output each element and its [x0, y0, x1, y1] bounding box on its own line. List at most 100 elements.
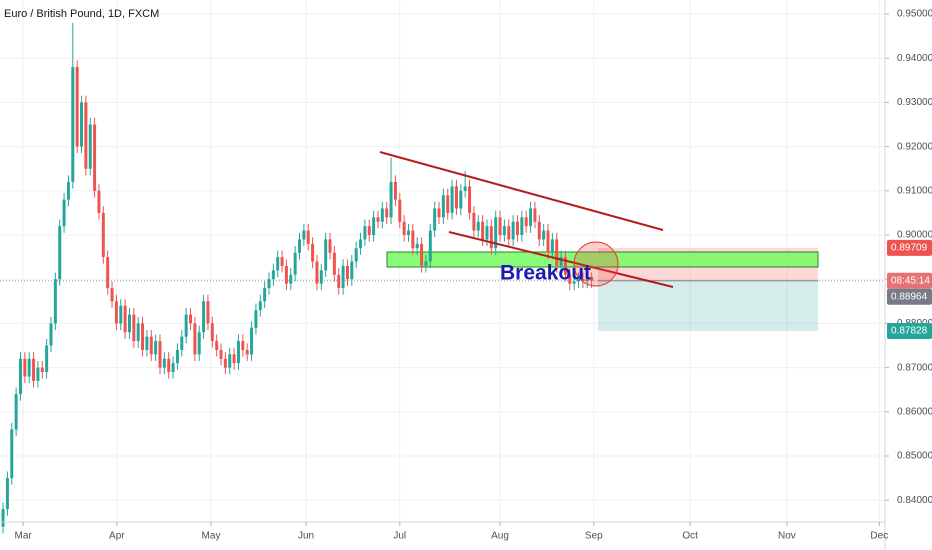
- candle-body: [293, 252, 297, 275]
- candle-body: [158, 341, 162, 368]
- candle-body: [398, 199, 402, 222]
- candle-body: [459, 190, 463, 209]
- candle-body: [18, 358, 22, 395]
- candle-body: [367, 226, 371, 236]
- candle-body: [154, 341, 158, 355]
- y-tick-label: 0.94000: [897, 53, 932, 64]
- candle-body: [494, 217, 498, 249]
- candle-body: [267, 279, 271, 289]
- candle-body: [332, 252, 336, 275]
- candle-body: [363, 226, 367, 240]
- candle-body: [14, 394, 18, 430]
- candle-body: [5, 478, 9, 510]
- candle-body: [424, 261, 428, 266]
- x-tick-label: Jun: [298, 531, 314, 542]
- candle-body: [80, 102, 84, 147]
- y-tick-label: 0.92000: [897, 141, 932, 152]
- candle-body: [515, 221, 519, 236]
- candle-body: [127, 314, 131, 333]
- candle-body: [236, 341, 240, 364]
- candle-body: [498, 217, 502, 236]
- candle-body: [149, 336, 153, 355]
- y-tick-label: 0.85000: [897, 451, 932, 462]
- candle-body: [263, 288, 267, 302]
- y-tick-label: 0.84000: [897, 495, 932, 506]
- candle-body: [441, 195, 445, 218]
- candle-body: [529, 208, 533, 227]
- candle-body: [555, 239, 559, 266]
- candle-body: [53, 279, 57, 324]
- candle-body: [97, 190, 101, 213]
- candle-body: [32, 358, 36, 381]
- candle-body: [568, 274, 572, 284]
- candle-body: [162, 358, 166, 368]
- candle-body: [245, 349, 249, 355]
- candle-body: [202, 301, 206, 333]
- y-tick-label: 0.86000: [897, 406, 932, 417]
- candle-body: [533, 208, 537, 222]
- candle-body: [193, 323, 197, 355]
- candle-body: [123, 305, 127, 333]
- candle-body: [223, 358, 227, 368]
- reward-box: [598, 280, 818, 332]
- candle-body: [415, 243, 419, 249]
- candle-body: [271, 270, 275, 280]
- candle-body: [23, 358, 27, 377]
- candle-body: [581, 279, 585, 281]
- candle-body: [241, 341, 245, 350]
- grid: [0, 0, 885, 522]
- candle-body: [359, 239, 363, 249]
- support-zone: [386, 251, 819, 268]
- candle-body: [49, 323, 53, 346]
- candle-body: [210, 323, 214, 342]
- candle-body: [232, 354, 236, 364]
- candle-body: [258, 301, 262, 311]
- x-tick-label: Nov: [778, 531, 796, 542]
- candle-body: [433, 208, 437, 231]
- candle-body: [411, 230, 415, 249]
- candle-body: [468, 186, 472, 213]
- candle-body: [197, 332, 201, 355]
- countdown-label: 08:45:14: [891, 275, 930, 286]
- candle-body: [175, 349, 179, 364]
- candle-body: [71, 67, 75, 182]
- x-tick-label: Mar: [14, 531, 32, 542]
- target-label-bg: [887, 323, 932, 340]
- candle-body: [284, 265, 288, 284]
- candle-body: [563, 257, 567, 275]
- candle-body: [219, 349, 223, 359]
- candle-body: [376, 217, 380, 222]
- candle-body: [420, 243, 424, 266]
- stop-label-bg: [887, 239, 932, 256]
- candle-body: [428, 230, 432, 262]
- stop-label: 0.89709: [891, 243, 928, 254]
- candle-body: [10, 429, 14, 479]
- candle-body: [289, 274, 293, 284]
- candle-body: [485, 226, 489, 240]
- candle-body: [75, 67, 79, 147]
- candle-body: [502, 226, 506, 236]
- candle-body: [141, 323, 145, 350]
- candle-body: [280, 257, 284, 266]
- candle-body: [511, 221, 515, 240]
- candle-body: [402, 221, 406, 236]
- breakout-label: Breakout: [500, 262, 591, 285]
- candle-body: [106, 257, 110, 289]
- candle-body: [66, 181, 70, 200]
- candle-body: [572, 281, 576, 284]
- candle-body: [276, 257, 280, 271]
- candle-body: [577, 279, 581, 282]
- candle-body: [350, 261, 354, 280]
- candle-body: [328, 239, 332, 253]
- candle-body: [542, 230, 546, 240]
- candle-body: [507, 226, 511, 240]
- candle-body: [537, 221, 541, 240]
- x-tick-label: Jul: [393, 531, 406, 542]
- upper-trend-line: [379, 151, 664, 231]
- candle-body: [250, 327, 254, 355]
- candle-body: [88, 124, 92, 169]
- breakout-circle: [573, 241, 619, 287]
- x-tick-label: Aug: [491, 531, 509, 542]
- candle-body: [311, 243, 315, 262]
- candle-body: [520, 217, 524, 236]
